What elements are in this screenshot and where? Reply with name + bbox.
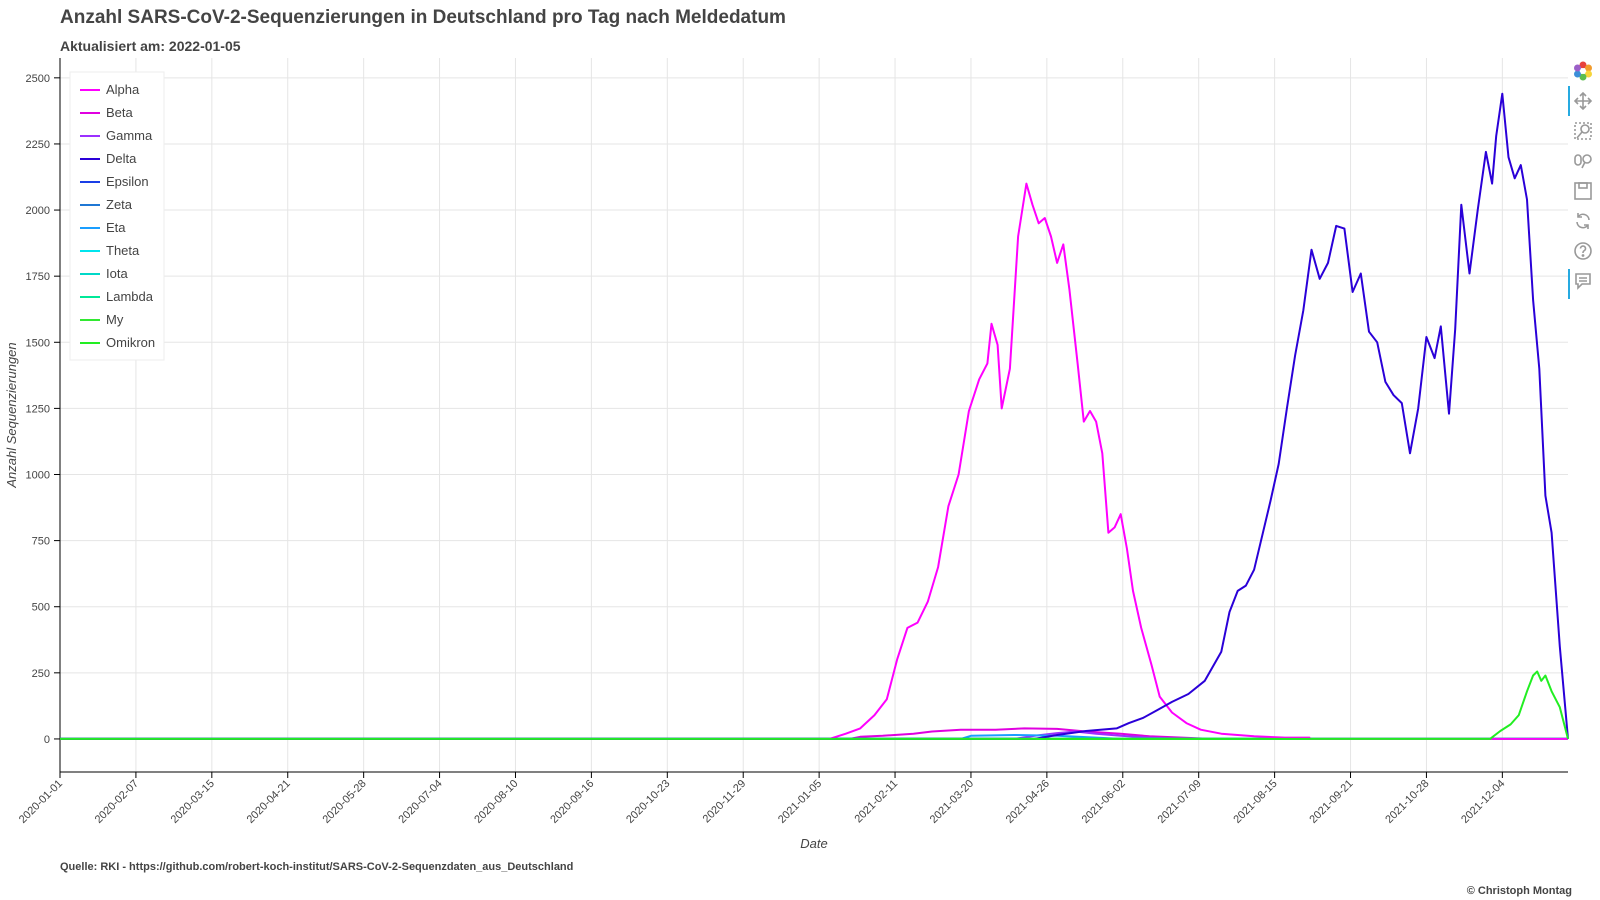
x-tick-label: 2021-03-20 <box>928 778 976 826</box>
y-axis-label: Anzahl Sequenzierungen <box>4 342 19 488</box>
y-tick-label: 500 <box>32 602 50 614</box>
hover-icon[interactable] <box>1569 268 1597 294</box>
x-tick-label: 2021-12-04 <box>1459 778 1507 826</box>
y-tick-label: 1000 <box>26 470 50 482</box>
pan-active-indicator <box>1568 86 1570 116</box>
y-tick-label: 1500 <box>26 337 50 349</box>
x-tick-label: 2020-07-04 <box>396 778 444 826</box>
x-tick-label: 2020-08-10 <box>472 778 520 826</box>
y-tick-label: 1250 <box>26 403 50 415</box>
legend-label-iota: Iota <box>106 266 128 281</box>
pan-icon[interactable] <box>1569 88 1597 114</box>
legend-label-alpha: Alpha <box>106 82 140 97</box>
hover-active-indicator <box>1568 269 1570 299</box>
legend-label-delta: Delta <box>106 151 137 166</box>
bokeh-logo-icon[interactable] <box>1569 58 1597 84</box>
legend-label-omikron: Omikron <box>106 335 155 350</box>
copyright-note: © Christoph Montag <box>1466 885 1572 897</box>
legend-box <box>69 71 165 361</box>
legend-label-theta: Theta <box>106 243 140 258</box>
series-lines <box>60 92 1569 740</box>
y-tick-label: 2500 <box>26 73 50 85</box>
series-line-beta <box>60 727 1568 740</box>
legend-label-gamma: Gamma <box>106 128 153 143</box>
chart-title: Anzahl SARS-CoV-2-Sequenzierungen in Deu… <box>60 7 786 28</box>
y-tick-label: 2000 <box>26 205 50 217</box>
x-tick-label: 2020-01-01 <box>17 778 65 826</box>
source-note: Quelle: RKI - https://github.com/robert-… <box>60 861 574 873</box>
series-line-gamma <box>60 730 1568 740</box>
x-tick-label: 2021-01-05 <box>776 778 824 826</box>
save-icon[interactable] <box>1569 178 1597 204</box>
y-tick-label: 0 <box>44 734 50 746</box>
x-tick-label: 2021-10-28 <box>1383 778 1431 826</box>
box-zoom-icon[interactable] <box>1569 118 1597 144</box>
reset-icon[interactable] <box>1569 208 1597 234</box>
y-tick-label: 1750 <box>26 271 50 283</box>
x-tick-label: 2021-07-09 <box>1156 778 1204 826</box>
series-line-alpha <box>60 182 1568 740</box>
legend-label-my: My <box>106 312 124 327</box>
legend-label-zeta: Zeta <box>106 197 133 212</box>
x-tick-label: 2021-02-11 <box>852 778 900 826</box>
x-tick-label: 2020-10-23 <box>624 778 672 826</box>
y-tick-label: 750 <box>32 536 50 548</box>
legend-label-eta: Eta <box>106 220 126 235</box>
legend-label-beta: Beta <box>106 105 134 120</box>
axes: 2020-01-01 2020-02-07 2020-03-15 2020-04-21… <box>4 58 1568 851</box>
legend-label-lambda: Lambda <box>106 289 154 304</box>
x-axis-label: Date <box>800 836 827 851</box>
series-line-omikron <box>60 670 1569 740</box>
x-tick-label: 2020-09-16 <box>548 778 596 826</box>
chart-subtitle: Aktualisiert am: 2022-01-05 <box>60 38 241 54</box>
x-tick-label: 2020-02-07 <box>93 778 141 826</box>
x-tick-label: 2021-09-21 <box>1307 778 1355 826</box>
x-tick-label: 2020-11-29 <box>701 778 749 826</box>
series-line-delta <box>60 92 1569 740</box>
legend-label-epsilon: Epsilon <box>106 174 149 189</box>
x-tick-label: 2020-05-28 <box>320 778 368 826</box>
grid <box>59 58 1568 772</box>
x-tick-label: 2021-08-15 <box>1231 778 1279 826</box>
help-icon[interactable] <box>1569 238 1597 264</box>
y-tick-label: 2250 <box>26 139 50 151</box>
wheel-zoom-icon[interactable] <box>1569 148 1597 174</box>
x-tick-label: 2021-06-02 <box>1080 778 1128 826</box>
legend: Alpha Beta Gamma Delta Epsilon Zeta Eta Theta Io… <box>69 71 165 361</box>
y-tick-label: 250 <box>32 668 50 680</box>
x-tick-label: 2020-04-21 <box>245 778 293 826</box>
x-tick-label: 2021-04-26 <box>1004 778 1052 826</box>
x-tick-label: 2020-03-15 <box>169 778 217 826</box>
